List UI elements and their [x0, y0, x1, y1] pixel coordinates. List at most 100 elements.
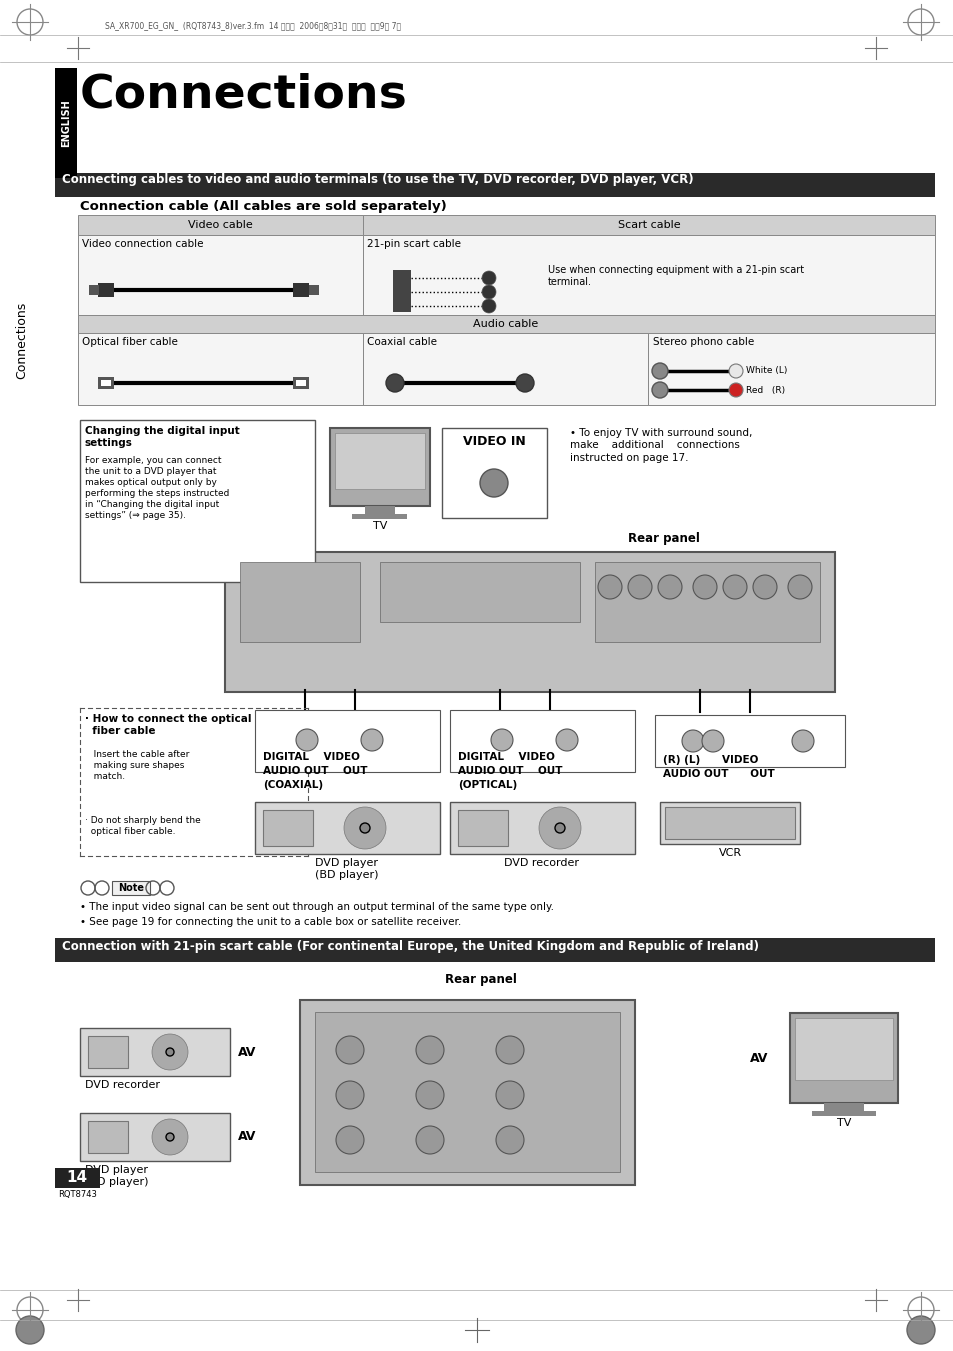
Circle shape: [152, 1119, 188, 1155]
Bar: [789, 1013, 897, 1102]
Bar: [55, 938, 934, 962]
Bar: [330, 428, 430, 507]
Circle shape: [359, 823, 370, 834]
Circle shape: [728, 363, 742, 378]
Text: Video connection cable: Video connection cable: [82, 239, 203, 249]
Circle shape: [496, 1125, 523, 1154]
Circle shape: [166, 1133, 173, 1142]
Text: Note: Note: [118, 884, 144, 893]
Text: DVD player
(BD player): DVD player (BD player): [85, 1165, 149, 1188]
Text: Rear panel: Rear panel: [444, 973, 517, 986]
Text: Scart cable: Scart cable: [617, 220, 679, 230]
Bar: [88, 1036, 128, 1069]
Text: • See page 19 for connecting the unit to a cable box or satellite receiver.: • See page 19 for connecting the unit to…: [80, 917, 460, 927]
Text: DVD player
(BD player): DVD player (BD player): [314, 858, 378, 881]
Text: VIDEO IN: VIDEO IN: [462, 435, 525, 449]
Text: White (L): White (L): [745, 366, 786, 376]
Bar: [240, 562, 359, 642]
Bar: [254, 711, 439, 771]
Circle shape: [416, 1125, 443, 1154]
Circle shape: [722, 576, 746, 598]
Bar: [98, 282, 113, 297]
Bar: [293, 377, 309, 389]
Text: TV: TV: [836, 1119, 850, 1128]
Text: RQT8743: RQT8743: [58, 1190, 97, 1198]
Circle shape: [692, 576, 717, 598]
Text: AV: AV: [237, 1131, 256, 1143]
Circle shape: [360, 730, 382, 751]
Text: Video cable: Video cable: [188, 220, 253, 230]
Bar: [88, 1121, 128, 1152]
Circle shape: [728, 382, 742, 397]
Bar: [379, 562, 579, 621]
Circle shape: [335, 1081, 364, 1109]
Circle shape: [479, 469, 507, 497]
Bar: [450, 711, 635, 771]
Circle shape: [481, 299, 496, 313]
Text: VCR: VCR: [718, 848, 740, 858]
Bar: [78, 315, 934, 332]
Text: • The input video signal can be sent out through an output terminal of the same : • The input video signal can be sent out…: [80, 902, 554, 912]
Bar: [335, 434, 424, 489]
Bar: [363, 332, 647, 405]
Text: Optical fiber cable: Optical fiber cable: [82, 336, 177, 347]
Circle shape: [787, 576, 811, 598]
Bar: [393, 270, 411, 312]
Text: Red   (R): Red (R): [745, 385, 784, 394]
Circle shape: [516, 374, 534, 392]
Text: Coaxial cable: Coaxial cable: [367, 336, 436, 347]
Bar: [365, 507, 395, 513]
Bar: [78, 235, 363, 315]
Text: Audio cable: Audio cable: [473, 319, 538, 330]
Text: For example, you can connect
the unit to a DVD player that
makes optical output : For example, you can connect the unit to…: [85, 457, 229, 520]
Text: DIGITAL    VIDEO: DIGITAL VIDEO: [263, 753, 359, 762]
Circle shape: [791, 730, 813, 753]
Text: Connections: Connections: [80, 72, 408, 118]
Bar: [352, 513, 407, 519]
Text: AV: AV: [237, 1046, 256, 1058]
Circle shape: [416, 1081, 443, 1109]
Bar: [664, 807, 794, 839]
Text: ENGLISH: ENGLISH: [61, 99, 71, 147]
Bar: [457, 811, 507, 846]
Bar: [80, 1028, 230, 1075]
Text: Use when connecting equipment with a 21-pin scart
terminal.: Use when connecting equipment with a 21-…: [547, 265, 803, 288]
Text: TV: TV: [373, 521, 387, 531]
Text: DVD recorder: DVD recorder: [85, 1079, 160, 1090]
Circle shape: [555, 823, 564, 834]
Circle shape: [752, 576, 776, 598]
Circle shape: [152, 1034, 188, 1070]
Circle shape: [651, 363, 667, 380]
Bar: [0, 0, 953, 68]
Text: 14: 14: [67, 1170, 88, 1185]
Circle shape: [416, 1036, 443, 1065]
Bar: [794, 1019, 892, 1079]
Bar: [659, 802, 800, 844]
Bar: [78, 332, 363, 405]
Bar: [263, 811, 313, 846]
Text: Connection cable (All cables are sold separately): Connection cable (All cables are sold se…: [80, 200, 446, 213]
Bar: [55, 1169, 100, 1188]
Bar: [55, 173, 934, 197]
Bar: [112, 881, 150, 894]
Text: · Do not sharply bend the
  optical fiber cable.: · Do not sharply bend the optical fiber …: [85, 816, 200, 836]
Bar: [0, 1285, 953, 1351]
Text: Connection with 21-pin scart cable (For continental Europe, the United Kingdom a: Connection with 21-pin scart cable (For …: [62, 940, 759, 952]
Text: (OPTICAL): (OPTICAL): [457, 780, 517, 790]
Circle shape: [491, 730, 513, 751]
Text: AV: AV: [749, 1051, 767, 1065]
Circle shape: [538, 807, 580, 848]
Circle shape: [651, 382, 667, 399]
Circle shape: [906, 1316, 934, 1344]
Bar: [314, 1012, 619, 1173]
Circle shape: [481, 285, 496, 299]
Bar: [225, 553, 834, 692]
Circle shape: [166, 1048, 173, 1056]
Bar: [78, 215, 363, 235]
Text: Connections: Connections: [15, 301, 29, 378]
Text: • To enjoy TV with surround sound,
make    additional    connections
instructed : • To enjoy TV with surround sound, make …: [569, 428, 752, 463]
Text: Insert the cable after
   making sure shapes
   match.: Insert the cable after making sure shape…: [85, 750, 190, 781]
Bar: [80, 420, 314, 582]
Circle shape: [627, 576, 651, 598]
Bar: [80, 1113, 230, 1161]
